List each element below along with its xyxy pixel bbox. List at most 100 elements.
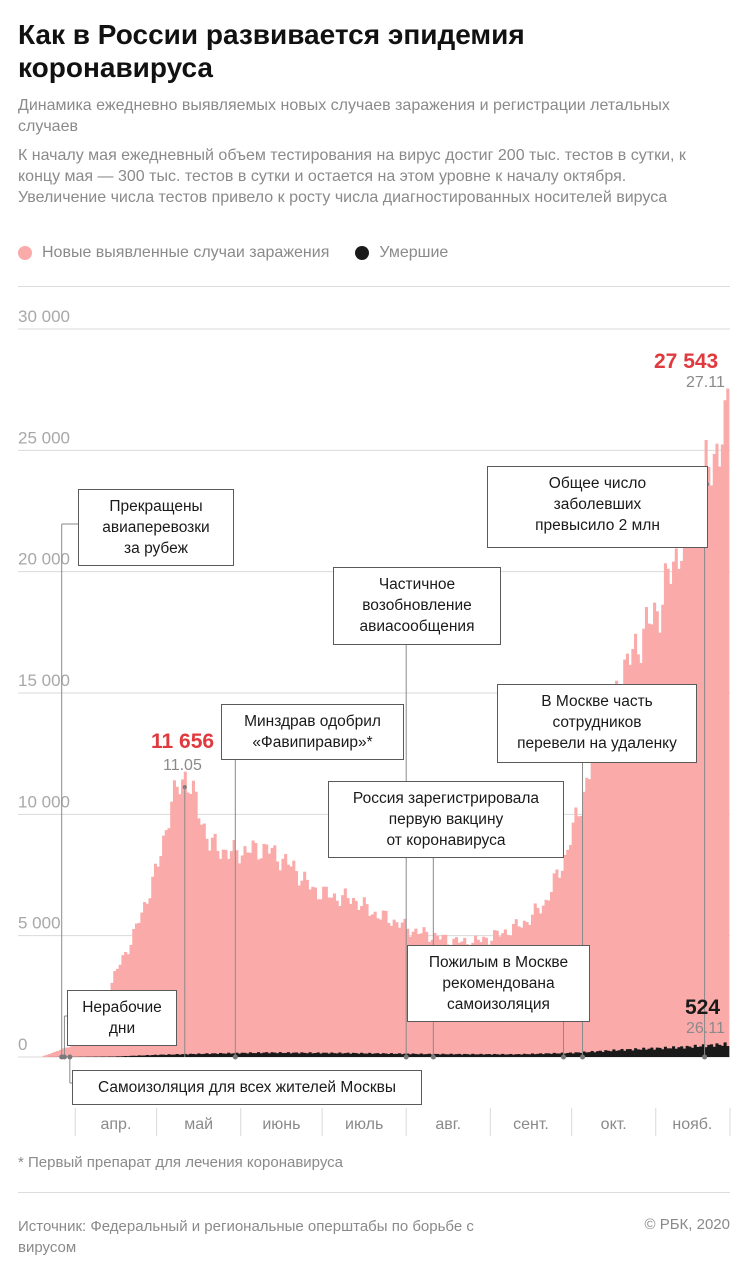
death-bar (715, 1043, 719, 1057)
case-bar (623, 659, 627, 1057)
death-bar (642, 1047, 646, 1057)
death-bar (156, 1055, 160, 1057)
death-bar (566, 1052, 570, 1057)
case-bar (653, 602, 657, 1057)
y-tick-label: 20 000 (18, 550, 70, 569)
death-bar (484, 1054, 488, 1057)
case-bar (170, 801, 174, 1057)
death-bar (265, 1052, 269, 1057)
case-bar (50, 1052, 54, 1057)
case-bar (625, 653, 629, 1057)
case-bar (357, 909, 361, 1057)
case-bar (349, 903, 353, 1057)
death-bar (460, 1054, 464, 1057)
death-bar (634, 1048, 638, 1057)
highlight-value: 11 656 (151, 730, 215, 753)
case-bar (582, 791, 586, 1057)
case-bar (392, 919, 396, 1057)
death-bar (189, 1053, 193, 1057)
death-bar (330, 1052, 334, 1057)
death-bar (327, 1053, 331, 1057)
case-bar (661, 604, 665, 1057)
case-bar (56, 1050, 60, 1057)
case-bar (178, 794, 182, 1057)
case-bar (376, 918, 380, 1057)
highlight-date: 11.05 (163, 757, 202, 774)
death-bar (208, 1054, 212, 1057)
case-bar (159, 856, 163, 1057)
death-bar (126, 1056, 130, 1057)
case-bar (351, 898, 356, 1057)
death-bar (666, 1048, 670, 1057)
death-bar (463, 1053, 467, 1057)
death-bar (417, 1054, 421, 1057)
case-bar (688, 533, 692, 1057)
death-bar (346, 1052, 350, 1057)
death-bar (373, 1053, 377, 1057)
death-bar (653, 1049, 657, 1057)
death-bar (368, 1052, 372, 1057)
death-bar (216, 1053, 220, 1057)
death-bar (585, 1052, 589, 1057)
annotation-flights-stopped: Прекращены авиаперевозки за рубеж (78, 489, 234, 566)
death-bar (620, 1048, 624, 1057)
case-bar (585, 777, 589, 1057)
death-bar (571, 1053, 575, 1057)
death-bar (181, 1054, 185, 1057)
case-bar (680, 560, 684, 1057)
death-bar (159, 1054, 163, 1057)
death-bar (533, 1054, 537, 1057)
death-bar (229, 1053, 233, 1057)
case-bar (210, 837, 214, 1057)
death-bar (647, 1048, 651, 1057)
case-bar (373, 911, 377, 1057)
case-bar (598, 756, 602, 1057)
death-bar (175, 1053, 179, 1057)
case-bar (61, 1048, 65, 1057)
case-bar (224, 849, 228, 1057)
death-bar (490, 1054, 494, 1057)
annotation-elderly-isolation: Пожилым в Москве рекомендована самоизоля… (407, 945, 590, 1022)
case-bar (194, 791, 198, 1057)
y-tick-label: 10 000 (18, 792, 70, 811)
case-bar (246, 852, 250, 1057)
death-bar (476, 1054, 480, 1057)
case-bar (395, 922, 399, 1057)
case-bar (634, 633, 638, 1057)
x-tick-label: апр. (100, 1116, 131, 1133)
death-bar (343, 1053, 347, 1057)
death-bar (427, 1053, 431, 1057)
death-bar (696, 1046, 700, 1057)
case-bar (346, 898, 350, 1057)
death-bar (270, 1052, 274, 1057)
death-bar (362, 1053, 366, 1057)
case-bar (259, 858, 263, 1057)
death-bar (398, 1053, 402, 1057)
death-bar (202, 1053, 206, 1057)
case-bar (593, 738, 597, 1057)
highlight-value: 27 543 (654, 350, 719, 373)
case-bar (655, 611, 659, 1057)
case-bar (292, 860, 296, 1057)
annotation-vaccine: Россия зарегистрировала первую вакцину о… (328, 781, 564, 858)
case-bar (606, 711, 610, 1057)
case-bar (235, 850, 239, 1057)
death-bar (522, 1053, 526, 1057)
annotation-dot (232, 1054, 238, 1060)
annotation-dot (580, 1054, 586, 1060)
case-bar (666, 568, 670, 1057)
death-bar (289, 1053, 293, 1057)
death-bar (495, 1054, 499, 1057)
case-bar (284, 854, 288, 1057)
death-bar (455, 1054, 459, 1057)
death-bar (379, 1054, 383, 1057)
top-divider (18, 286, 730, 287)
case-bar (275, 861, 280, 1057)
death-bar (693, 1044, 697, 1057)
death-bar (238, 1053, 242, 1057)
case-bar (704, 439, 708, 1057)
case-bar (319, 899, 323, 1057)
death-bar (493, 1053, 497, 1057)
death-bar (650, 1047, 654, 1057)
legend-swatch-deaths (355, 246, 370, 260)
